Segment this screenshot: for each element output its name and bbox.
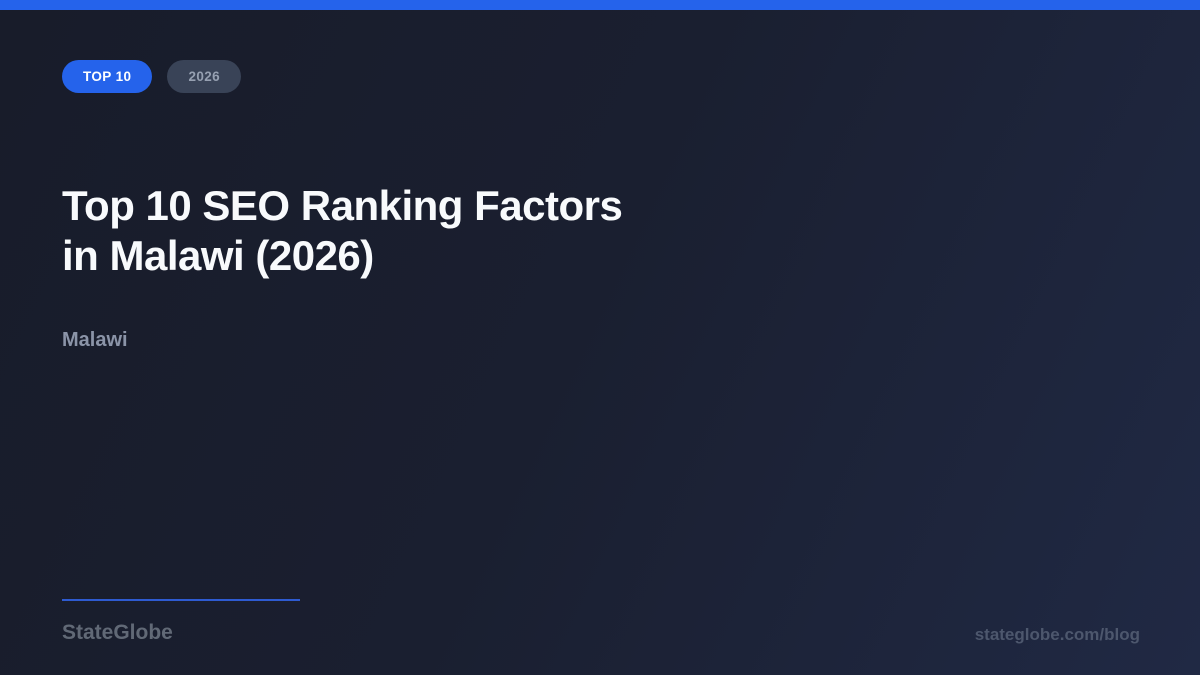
top10-badge: TOP 10 bbox=[62, 60, 153, 93]
footer-url: stateglobe.com/blog bbox=[974, 625, 1140, 644]
footer-divider bbox=[62, 599, 300, 601]
page-title-line1: Top 10 SEO Ranking Factors bbox=[62, 182, 623, 229]
brand-name: StateGlobe bbox=[62, 621, 173, 644]
country-subtitle: Malawi bbox=[62, 329, 128, 351]
year-badge: 2026 bbox=[167, 60, 242, 93]
top-accent-bar bbox=[0, 0, 1200, 10]
page-title: Top 10 SEO Ranking Factors in Malawi (20… bbox=[62, 181, 822, 281]
badge-row: TOP 10 2026 bbox=[62, 60, 242, 93]
page-title-line2: in Malawi (2026) bbox=[62, 232, 374, 279]
